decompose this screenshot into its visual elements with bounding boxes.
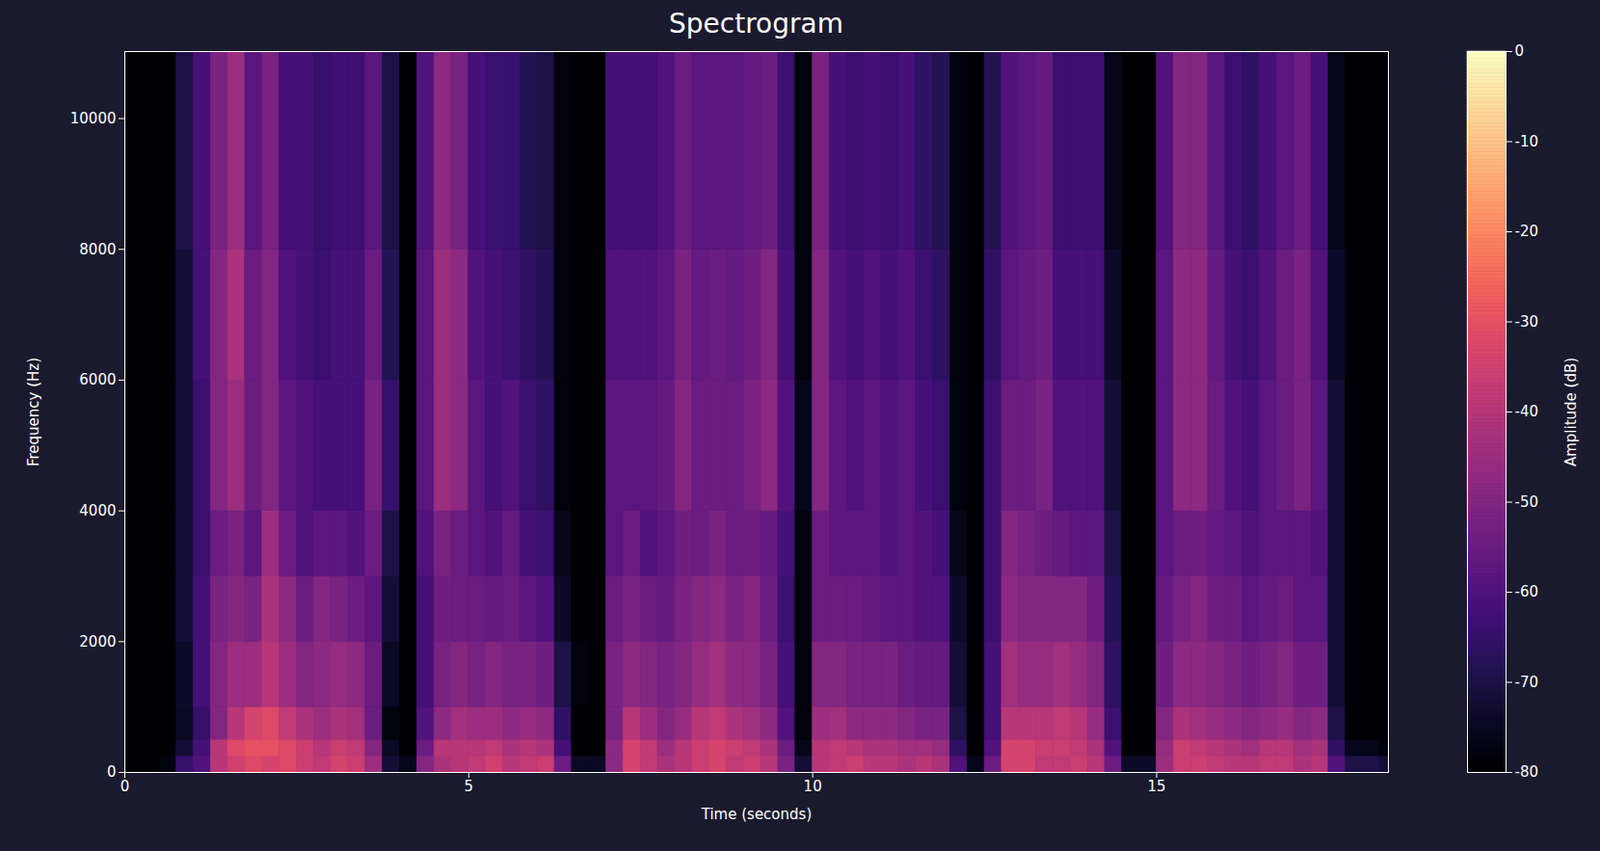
svg-text:-20: -20 xyxy=(1515,222,1540,240)
svg-text:15: 15 xyxy=(1146,777,1166,796)
svg-text:Amplitude (dB): Amplitude (dB) xyxy=(1562,357,1580,467)
svg-text:5: 5 xyxy=(464,777,475,796)
svg-text:10000: 10000 xyxy=(70,109,117,128)
svg-text:0: 0 xyxy=(106,763,117,781)
svg-text:Frequency (Hz): Frequency (Hz) xyxy=(25,357,43,467)
svg-text:-50: -50 xyxy=(1515,493,1540,511)
svg-text:2000: 2000 xyxy=(79,633,116,651)
svg-text:-70: -70 xyxy=(1515,673,1540,692)
svg-text:4000: 4000 xyxy=(79,502,116,520)
html-text:Spectrogram: Spectrogram xyxy=(668,7,844,40)
svg-text:-40: -40 xyxy=(1515,402,1540,421)
svg-text:8000: 8000 xyxy=(79,240,116,259)
svg-text:-80: -80 xyxy=(1515,763,1540,781)
svg-text:-30: -30 xyxy=(1515,313,1540,331)
svg-text:6000: 6000 xyxy=(79,371,116,389)
svg-text:0: 0 xyxy=(1515,42,1525,60)
svg-text:-10: -10 xyxy=(1515,133,1540,151)
svg-text:0: 0 xyxy=(120,777,131,796)
svg-text:Time (seconds): Time (seconds) xyxy=(700,805,813,824)
svg-text:-60: -60 xyxy=(1515,583,1540,601)
svg-text:10: 10 xyxy=(803,777,823,796)
